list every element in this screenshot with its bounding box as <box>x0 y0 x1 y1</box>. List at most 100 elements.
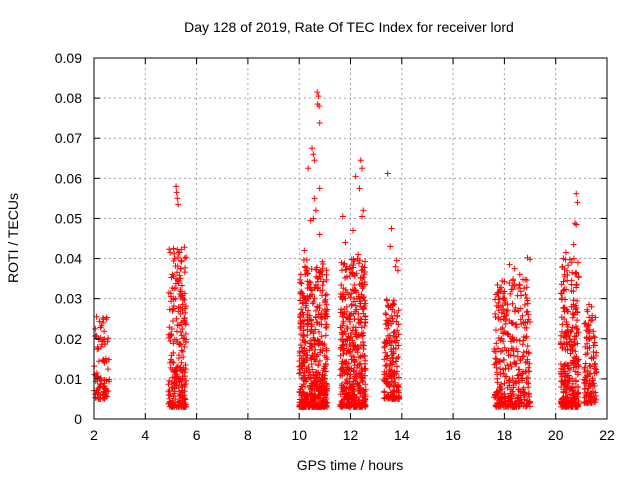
data-point <box>494 345 501 352</box>
data-point <box>561 377 568 384</box>
data-point <box>525 380 532 387</box>
data-point <box>572 270 579 277</box>
chart-title: Day 128 of 2019, Rate Of TEC Index for r… <box>184 19 514 35</box>
y-tick-label: 0.04 <box>55 251 82 267</box>
data-point <box>313 266 320 273</box>
data-point <box>347 294 354 301</box>
data-point <box>346 341 353 348</box>
x-tick-label: 10 <box>291 427 307 443</box>
data-point <box>395 353 402 360</box>
data-point <box>169 384 176 391</box>
y-tick-label: 0 <box>74 411 82 427</box>
data-point <box>338 281 345 288</box>
data-point <box>352 324 359 331</box>
data-point <box>314 336 321 343</box>
data-point <box>298 362 305 369</box>
data-point <box>511 359 518 366</box>
data-point <box>392 263 399 270</box>
data-point <box>564 267 571 274</box>
data-point <box>588 354 595 361</box>
data-point <box>519 312 526 319</box>
data-point <box>177 265 184 272</box>
data-point <box>589 316 596 323</box>
data-point <box>518 375 525 382</box>
data-point <box>92 332 99 339</box>
data-point <box>339 309 346 316</box>
data-point <box>354 255 361 262</box>
data-point <box>515 308 522 315</box>
data-point <box>391 328 398 335</box>
data-point <box>349 270 356 277</box>
data-point <box>354 381 361 388</box>
data-point <box>352 370 359 377</box>
data-point <box>389 301 396 308</box>
data-point <box>522 291 529 298</box>
data-point <box>323 276 330 283</box>
data-point <box>348 301 355 308</box>
data-point <box>496 397 503 404</box>
data-point <box>558 365 565 372</box>
data-point <box>179 348 186 355</box>
data-point <box>388 312 395 319</box>
data-point <box>356 361 363 368</box>
data-point <box>178 359 185 366</box>
data-point <box>585 321 592 328</box>
data-point <box>385 392 392 399</box>
data-point <box>587 363 594 370</box>
data-point <box>316 371 323 378</box>
data-point <box>182 396 189 403</box>
data-point <box>340 318 347 325</box>
data-point <box>574 259 581 266</box>
data-point <box>584 372 591 379</box>
data-point <box>319 340 326 347</box>
data-point <box>179 325 186 332</box>
data-point <box>557 339 564 346</box>
data-point <box>300 311 307 318</box>
data-point <box>584 308 591 315</box>
data-point <box>570 303 577 310</box>
data-point <box>353 375 360 382</box>
data-point <box>499 347 506 354</box>
data-point <box>317 349 324 356</box>
data-point <box>168 332 175 339</box>
data-point <box>501 316 508 323</box>
data-point <box>348 365 355 372</box>
data-point <box>392 379 399 386</box>
data-point <box>297 366 304 373</box>
data-point <box>567 350 574 357</box>
data-point <box>388 368 395 375</box>
data-point <box>388 225 395 232</box>
data-point <box>166 401 173 408</box>
data-point <box>95 358 102 365</box>
data-point <box>583 334 590 341</box>
data-point <box>346 318 353 325</box>
data-point <box>340 285 347 292</box>
data-point <box>562 296 569 303</box>
data-point <box>509 282 516 289</box>
data-point <box>302 339 309 346</box>
data-point <box>304 314 311 321</box>
data-point <box>498 309 505 316</box>
data-point <box>520 333 527 340</box>
data-point <box>491 361 498 368</box>
data-point <box>306 284 313 291</box>
data-point <box>496 296 503 303</box>
x-tick-label: 20 <box>548 427 564 443</box>
data-point <box>572 348 579 355</box>
data-point <box>304 270 311 277</box>
data-point <box>302 304 309 311</box>
data-point <box>525 316 532 323</box>
data-point <box>177 293 184 300</box>
data-point <box>561 363 568 370</box>
data-point <box>523 348 530 355</box>
data-point <box>350 227 357 234</box>
data-point <box>177 288 184 295</box>
data-point <box>177 310 184 317</box>
data-point <box>351 281 358 288</box>
data-point <box>300 381 307 388</box>
data-point <box>101 328 108 335</box>
data-point <box>315 311 322 318</box>
data-point <box>565 365 572 372</box>
data-point <box>506 377 513 384</box>
